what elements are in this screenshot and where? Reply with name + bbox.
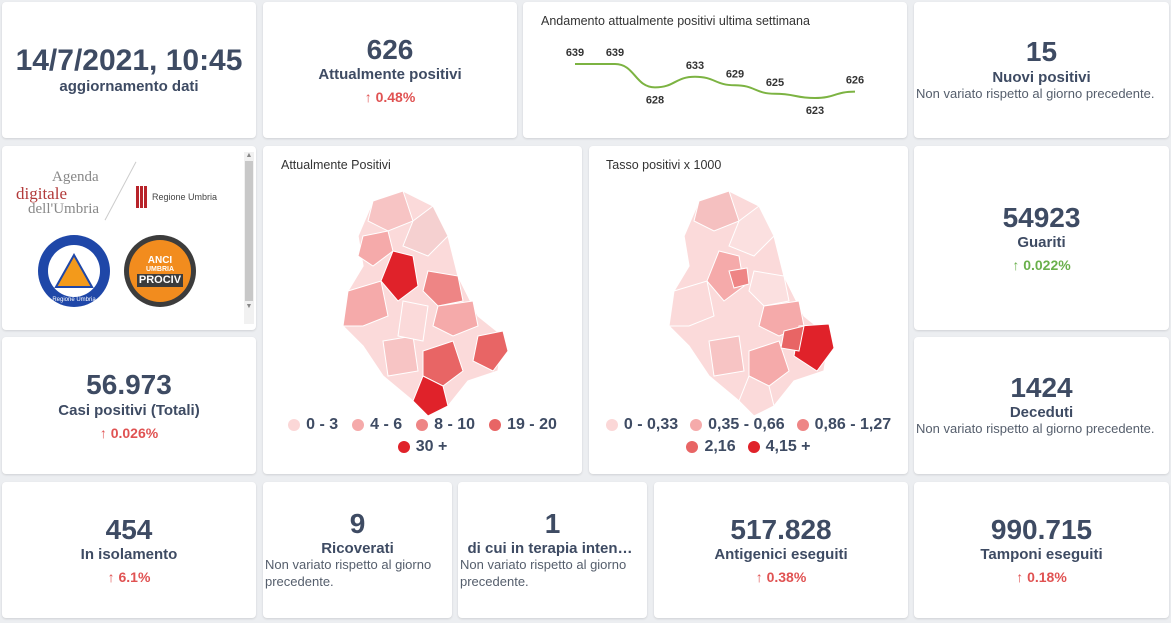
umbria-map-tasso[interactable] xyxy=(589,176,908,426)
scroll-down-icon[interactable]: ▼ xyxy=(245,303,253,310)
trend-data-label: 639 xyxy=(606,47,624,59)
ricoverati-note: Non variato rispetto al giorno precedent… xyxy=(265,557,432,590)
map-positivi-legend: 0 - 3 4 - 6 8 - 10 19 - 20 30 + xyxy=(263,416,582,456)
legend-item[interactable]: 2,16 xyxy=(686,438,736,456)
terapia-note: Non variato rispetto al giorno precedent… xyxy=(460,557,627,590)
attualmente-positivi-card: 626 Attualmente positivi ↑ 0.48% xyxy=(263,2,517,138)
isolamento-value: 454 xyxy=(105,513,153,545)
protezione-triangle-icon xyxy=(54,253,94,288)
map-tasso-legend: 0 - 0,33 0,35 - 0,66 0,86 - 1,27 2,16 4,… xyxy=(589,416,908,456)
arrow-up-icon: ↑ xyxy=(364,89,372,106)
tamponi-value: 990.715 xyxy=(990,513,1093,545)
umbria-map-positivi[interactable] xyxy=(263,176,582,426)
trend-title: Andamento attualmente positivi ultima se… xyxy=(541,14,810,28)
antigenici-value: 517.828 xyxy=(730,513,832,545)
legend-item[interactable]: 30 + xyxy=(397,438,447,456)
legend-item[interactable]: 4,15 + xyxy=(747,438,811,456)
ricoverati-card: 9 Ricoverati Non variato rispetto al gio… xyxy=(263,482,452,618)
terapia-label: di cui in terapia intensiva xyxy=(467,540,638,558)
arrow-up-icon: ↑ xyxy=(107,569,115,586)
deceduti-value: 1424 xyxy=(1010,371,1073,403)
tamponi-label: Tamponi eseguiti xyxy=(980,546,1103,564)
trend-data-label: 626 xyxy=(846,75,864,87)
map-positivi-card: Attualmente Positivi 0 - 3 4 - 6 8 - 10 … xyxy=(263,146,582,474)
update-card: 14/7/2021, 10:45 aggiornamento dati xyxy=(2,2,256,138)
attualmente-positivi-delta: ↑ 0.48% xyxy=(364,89,416,106)
legend-item[interactable]: 0,86 - 1,27 xyxy=(796,416,891,434)
terapia-intensiva-card: 1 di cui in terapia intensiva Non variat… xyxy=(458,482,647,618)
tamponi-card: 990.715 Tamponi eseguiti ↑ 0.18% xyxy=(914,482,1169,618)
guariti-delta: ↑ 0.022% xyxy=(1012,257,1071,274)
trend-data-label: 623 xyxy=(806,105,824,117)
deceduti-card: 1424 Deceduti Non variato rispetto al gi… xyxy=(914,337,1169,474)
guariti-card: 54923 Guariti ↑ 0.022% xyxy=(914,146,1169,330)
nuovi-positivi-label: Nuovi positivi xyxy=(992,68,1091,86)
casi-totali-value: 56.973 xyxy=(86,369,172,401)
legend-item[interactable]: 8 - 10 xyxy=(416,416,475,434)
tamponi-delta: ↑ 0.18% xyxy=(1016,569,1067,586)
trend-card: Andamento attualmente positivi ultima se… xyxy=(523,2,907,138)
nuovi-positivi-card: 15 Nuovi positivi Non variato rispetto a… xyxy=(914,2,1169,138)
casi-totali-delta: ↑ 0.026% xyxy=(99,424,159,441)
trend-line-chart: 639 639 628 633 629 625 623 626 xyxy=(566,47,864,117)
anci-umbria-prociv-logo: ANCI UMBRIA PROCIV xyxy=(124,235,196,307)
trend-data-label: 625 xyxy=(766,77,784,89)
antigenici-card: 517.828 Antigenici eseguiti ↑ 0.38% xyxy=(654,482,908,618)
legend-item[interactable]: 0 - 0,33 xyxy=(605,416,678,434)
guariti-label: Guariti xyxy=(1017,234,1066,252)
deceduti-label: Deceduti xyxy=(1009,404,1074,422)
legend-item[interactable]: 0,35 - 0,66 xyxy=(690,416,785,434)
logos-card[interactable]: Agenda digitale dell'Umbria Regione Umbr… xyxy=(2,146,256,330)
nuovi-positivi-value: 15 xyxy=(1025,36,1058,68)
ricoverati-value: 9 xyxy=(349,507,366,539)
map-tasso-title: Tasso positivi x 1000 xyxy=(606,158,722,172)
protezione-civile-logo: Regione Umbria xyxy=(38,235,110,307)
nuovi-positivi-note: Non variato rispetto al giorno precedent… xyxy=(916,85,1155,101)
attualmente-positivi-value: 626 xyxy=(366,33,414,65)
map-tasso-card: Tasso positivi x 1000 0 - 0,33 0,35 - 0,… xyxy=(589,146,908,474)
arrow-up-icon: ↑ xyxy=(1016,569,1024,586)
antigenici-delta: ↑ 0.38% xyxy=(755,569,807,586)
isolamento-card: 454 In isolamento ↑ 6.1% xyxy=(2,482,256,618)
arrow-up-icon: ↑ xyxy=(1012,257,1020,274)
map-positivi-title: Attualmente Positivi xyxy=(281,158,391,172)
trend-data-label: 628 xyxy=(646,94,664,106)
update-datetime: 14/7/2021, 10:45 xyxy=(15,43,243,77)
regione-umbria-emblem-icon xyxy=(136,186,148,208)
deceduti-note: Non variato rispetto al giorno precedent… xyxy=(916,421,1155,437)
regione-umbria-logo: Regione Umbria xyxy=(136,186,217,208)
isolamento-delta: ↑ 6.1% xyxy=(107,569,151,586)
trend-data-label: 639 xyxy=(566,47,584,59)
ricoverati-label: Ricoverati xyxy=(321,540,394,558)
agenda-digitale-logo: Agenda digitale dell'Umbria xyxy=(16,169,100,217)
logos-scrollbar[interactable]: ▲ ▼ xyxy=(244,152,254,324)
legend-item[interactable]: 19 - 20 xyxy=(489,416,557,434)
attualmente-positivi-label: Attualmente positivi xyxy=(318,66,462,84)
trend-data-label: 629 xyxy=(726,68,744,80)
scroll-up-icon[interactable]: ▲ xyxy=(245,152,253,159)
legend-item[interactable]: 4 - 6 xyxy=(352,416,402,434)
logo-divider xyxy=(104,161,137,221)
casi-totali-label: Casi positivi (Totali) xyxy=(58,401,200,419)
guariti-value: 54923 xyxy=(1002,201,1081,233)
casi-totali-card: 56.973 Casi positivi (Totali) ↑ 0.026% xyxy=(2,337,256,474)
arrow-up-icon: ↑ xyxy=(99,424,107,441)
trend-series-line xyxy=(575,63,856,100)
legend-item[interactable]: 0 - 3 xyxy=(288,416,338,434)
trend-data-label: 633 xyxy=(686,60,704,72)
isolamento-label: In isolamento xyxy=(80,546,178,564)
scrollbar-thumb[interactable] xyxy=(245,161,253,301)
update-label: aggiornamento dati xyxy=(59,78,199,96)
arrow-up-icon: ↑ xyxy=(755,569,763,586)
antigenici-label: Antigenici eseguiti xyxy=(714,546,848,564)
terapia-value: 1 xyxy=(544,507,561,539)
